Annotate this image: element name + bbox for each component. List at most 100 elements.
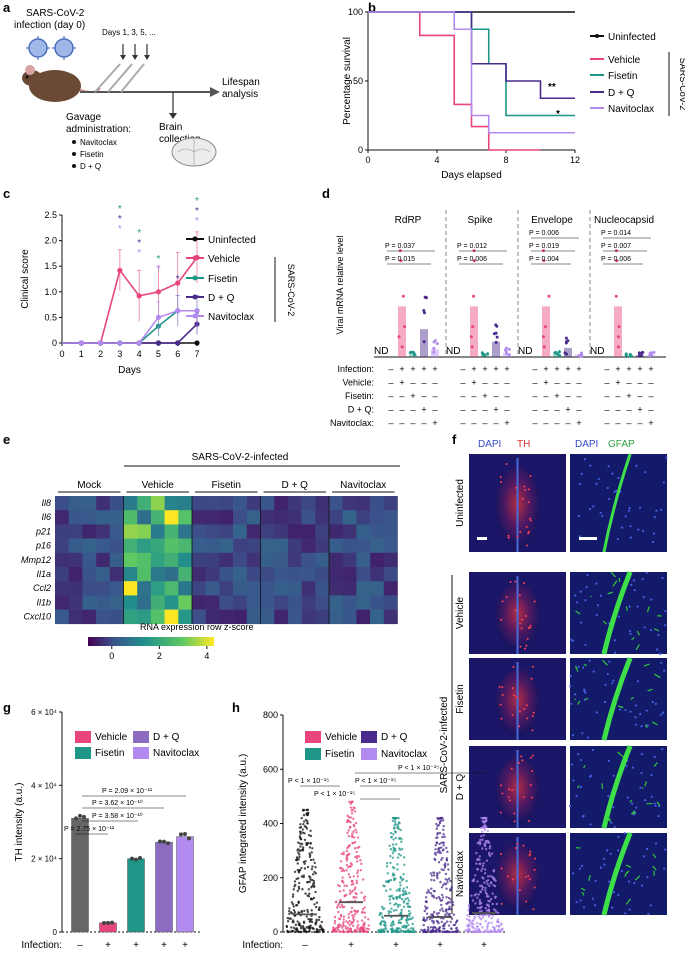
row-label: Fisetin xyxy=(455,684,466,713)
heatmap-cell xyxy=(192,581,206,596)
th-dot xyxy=(531,665,534,668)
data-point xyxy=(445,896,448,899)
heatmap-cell xyxy=(150,524,165,539)
dapi-dot xyxy=(586,574,589,577)
heatmap-cell xyxy=(246,581,261,596)
data-point xyxy=(306,819,309,823)
sign: + xyxy=(576,418,581,428)
data-point xyxy=(541,335,545,339)
significance-star: * xyxy=(195,216,199,227)
sign: – xyxy=(493,391,498,401)
astrocyte-process xyxy=(602,620,607,625)
data-point xyxy=(441,835,444,839)
data-point xyxy=(320,920,323,924)
data-point xyxy=(367,924,370,927)
heatmap-cell xyxy=(233,581,248,596)
sign: – xyxy=(388,378,393,388)
data-point xyxy=(351,880,354,883)
legend-marker xyxy=(192,313,198,319)
data-point xyxy=(438,930,441,933)
dapi-dot xyxy=(662,711,665,714)
sign: – xyxy=(432,405,437,415)
data-point xyxy=(397,921,400,924)
data-point xyxy=(494,895,497,898)
data-point xyxy=(439,819,443,822)
data-point xyxy=(435,930,438,933)
data-point xyxy=(442,927,445,930)
dapi-dot xyxy=(595,711,598,714)
th-dot xyxy=(525,900,528,903)
data-point xyxy=(492,884,495,887)
astrocyte-process xyxy=(625,898,632,905)
row-label: Vehicle xyxy=(455,596,466,629)
th-dot xyxy=(529,850,532,853)
data-point xyxy=(428,917,432,921)
dapi-dot xyxy=(657,814,660,818)
dapi-dot xyxy=(629,710,632,713)
data-point xyxy=(290,926,293,929)
data-point xyxy=(397,895,401,899)
legend-swatch xyxy=(133,731,149,743)
dapi-dot xyxy=(650,598,653,601)
dapi-dot xyxy=(633,881,636,885)
heatmap-cell xyxy=(123,552,138,568)
astrocyte-process xyxy=(617,705,624,709)
heatmap-cell xyxy=(370,595,385,610)
data-point xyxy=(482,862,485,865)
y-tick-label: 100 xyxy=(348,7,363,17)
th-dot xyxy=(511,789,514,792)
data-point xyxy=(339,913,343,917)
sign: – xyxy=(504,405,509,415)
data-point xyxy=(485,909,489,912)
data-point xyxy=(441,816,444,820)
data-point xyxy=(399,928,402,931)
heatmap-cell xyxy=(178,581,193,596)
legend-marker xyxy=(192,236,198,242)
heatmap-cell xyxy=(82,595,97,610)
data-point xyxy=(483,868,487,871)
data-point xyxy=(396,825,400,829)
dapi-dot xyxy=(571,734,575,737)
data-point xyxy=(422,918,426,921)
data-point xyxy=(392,833,395,836)
data-point xyxy=(292,905,295,908)
data-point xyxy=(344,925,348,928)
data-point xyxy=(445,930,448,934)
legend-marker xyxy=(595,34,599,38)
data-point xyxy=(297,851,300,854)
p-value: P < 1 × 10⁻¹⁵ xyxy=(314,791,355,798)
th-dot xyxy=(515,486,518,489)
th-dot xyxy=(521,759,524,762)
data-point xyxy=(487,915,491,918)
data-point xyxy=(166,841,170,846)
dapi-dot xyxy=(599,511,602,514)
data-point xyxy=(356,927,359,930)
sign: + xyxy=(648,418,653,428)
legend-label: Vehicle xyxy=(95,732,128,743)
heatmap-cell xyxy=(137,552,152,568)
heatmap-cell xyxy=(356,538,371,554)
heatmap-cell xyxy=(205,510,220,525)
data-point xyxy=(294,928,297,931)
astrocyte-process xyxy=(652,853,657,859)
data-point xyxy=(450,927,453,931)
dapi-dot xyxy=(604,683,607,686)
data-point xyxy=(300,816,303,820)
astrocyte-process xyxy=(575,610,581,615)
score-point xyxy=(194,340,200,346)
sign: + xyxy=(410,391,415,401)
gfap-micrograph xyxy=(570,746,667,828)
data-point xyxy=(464,929,467,932)
colorbar xyxy=(88,637,214,646)
astrocyte-process xyxy=(618,577,621,582)
dapi-dot xyxy=(612,774,615,777)
data-point xyxy=(391,928,394,931)
data-point xyxy=(641,350,645,354)
astrocyte-process xyxy=(635,644,640,651)
data-point xyxy=(349,806,353,809)
data-point xyxy=(467,923,470,926)
astrocyte-process xyxy=(601,783,604,789)
data-point xyxy=(389,878,393,882)
